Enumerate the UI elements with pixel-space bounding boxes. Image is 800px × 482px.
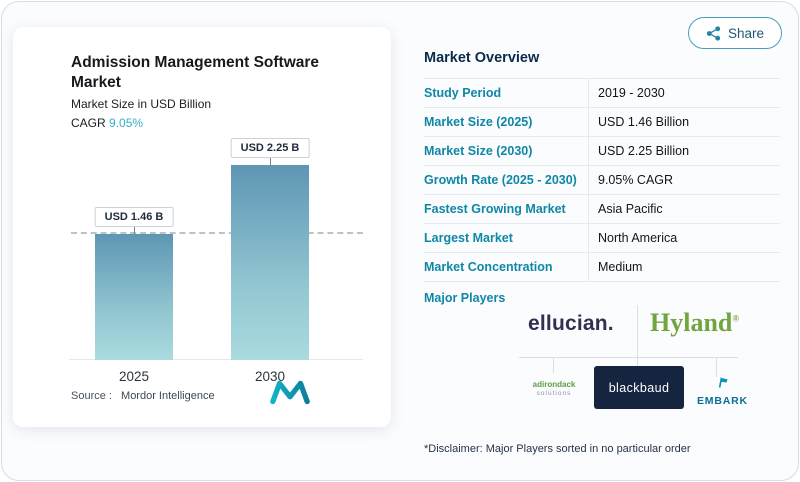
source-name: Mordor Intelligence <box>121 390 215 402</box>
blackbaud-logo: blackbaud <box>594 366 684 409</box>
source-line: Source : Mordor Intelligence <box>71 390 215 402</box>
x-tick-label: 2025 <box>118 369 150 384</box>
table-column-divider <box>588 78 589 282</box>
reference-line <box>71 232 363 234</box>
row-label: Market Size (2030) <box>424 144 533 158</box>
embark-logo: EMBARK <box>697 375 747 407</box>
major-players-label: Major Players <box>424 291 506 305</box>
bar-tick <box>134 227 135 234</box>
table-row: Largest Market North America <box>424 224 780 253</box>
row-value: Asia Pacific <box>598 202 663 216</box>
embark-flag-icon <box>718 377 728 388</box>
cagr-line: CAGR 9.05% <box>71 116 143 130</box>
market-size-card: Admission Management Software Market Mar… <box>13 27 391 427</box>
x-axis-line <box>69 359 363 360</box>
table-row: Study Period 2019 - 2030 <box>424 79 780 108</box>
row-label: Market Size (2025) <box>424 115 533 129</box>
row-label: Fastest Growing Market <box>424 202 566 216</box>
bar-group-2025: USD 1.46 B 2025 <box>94 135 174 384</box>
row-label: Growth Rate (2025 - 2030) <box>424 173 577 187</box>
cagr-value: 9.05% <box>109 116 144 130</box>
row-value: North America <box>598 231 678 245</box>
connector-line <box>553 357 554 373</box>
connector-line <box>637 357 638 368</box>
adirondack-wordmark: adirondack <box>532 380 576 389</box>
adirondack-subtext: solutions <box>536 389 572 397</box>
blackbaud-wordmark: blackbaud <box>608 380 670 395</box>
row-value: USD 2.25 Billion <box>598 144 690 158</box>
card-title: Admission Management Software Market <box>71 54 320 92</box>
ellucian-logo: ellucian. <box>528 312 614 335</box>
bar-group-2030: USD 2.25 B 2030 <box>230 135 310 384</box>
row-label: Market Concentration <box>424 260 553 274</box>
row-value: Medium <box>598 260 643 274</box>
bar-value-label: USD 1.46 B <box>94 207 174 227</box>
market-overview-title: Market Overview <box>424 50 540 66</box>
registered-mark: ® <box>732 313 740 324</box>
bar-value-label: USD 2.25 B <box>230 138 310 158</box>
share-button[interactable]: Share <box>688 17 782 49</box>
table-row: Market Concentration Medium <box>424 253 780 282</box>
connector-line <box>716 357 717 377</box>
bar <box>231 165 309 360</box>
row-value: 9.05% CAGR <box>598 173 674 187</box>
x-tick-label: 2030 <box>254 369 286 384</box>
source-label: Source : <box>71 390 112 402</box>
connector-line <box>637 305 638 357</box>
table-row: Fastest Growing Market Asia Pacific <box>424 195 780 224</box>
table-row: Market Size (2030) USD 2.25 Billion <box>424 137 780 166</box>
row-value: 2019 - 2030 <box>598 86 665 100</box>
bar <box>95 234 173 360</box>
row-value: USD 1.46 Billion <box>598 115 690 129</box>
bar-tick <box>270 158 271 165</box>
bar-chart: USD 1.46 B 2025 USD 2.25 B 2030 <box>69 135 363 384</box>
hyland-wordmark: Hyland <box>650 308 733 337</box>
hyland-logo: Hyland® <box>650 308 739 338</box>
share-icon <box>706 25 721 41</box>
table-row: Market Size (2025) USD 1.46 Billion <box>424 108 780 137</box>
cagr-label: CAGR <box>71 116 106 130</box>
share-label: Share <box>727 25 765 41</box>
embark-wordmark: EMBARK <box>697 395 748 407</box>
card-subtitle: Market Size in USD Billion <box>71 97 212 111</box>
connector-line <box>519 357 738 358</box>
table-row: Growth Rate (2025 - 2030) 9.05% CAGR <box>424 166 780 195</box>
overview-table: Study Period 2019 - 2030 Market Size (20… <box>424 78 780 282</box>
row-label: Largest Market <box>424 231 513 245</box>
row-label: Study Period <box>424 86 502 100</box>
adirondack-logo: adirondack solutions <box>530 380 578 397</box>
mordor-intelligence-logo-icon <box>270 380 310 405</box>
disclaimer-text: *Disclaimer: Major Players sorted in no … <box>424 443 691 455</box>
